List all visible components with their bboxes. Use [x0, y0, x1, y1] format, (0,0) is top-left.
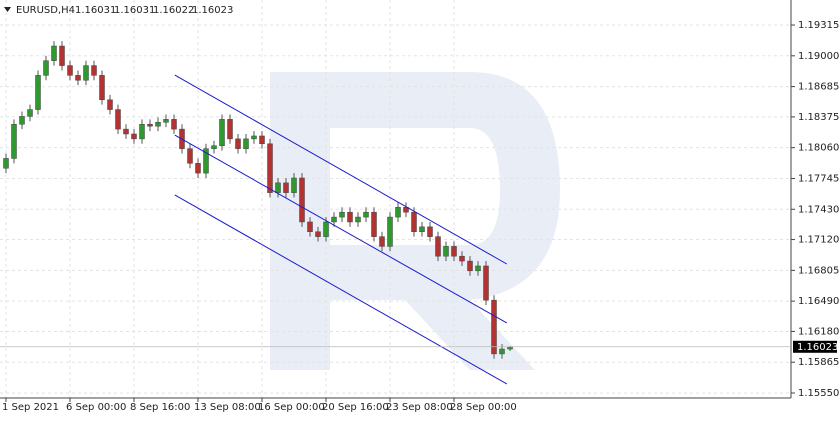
candle-body — [403, 207, 409, 213]
candle-body — [331, 216, 337, 223]
y-tick-label: 1.17745 — [798, 173, 839, 184]
menu-arrow[interactable] — [4, 7, 11, 12]
candle-body — [435, 236, 441, 257]
candle-body — [235, 138, 241, 149]
candle-body — [363, 211, 369, 218]
symbol: EURUSD,H4 — [16, 5, 75, 16]
candle-body — [443, 246, 449, 257]
x-tick-label: 28 Sep 00:00 — [450, 402, 517, 413]
candle-body — [491, 299, 497, 355]
candle-body — [307, 221, 313, 232]
candle-body — [259, 135, 265, 145]
close-value: 1.16023 — [192, 5, 233, 16]
y-tick-label: 1.19315 — [798, 20, 839, 31]
candle-body — [115, 109, 121, 130]
candle-body — [251, 135, 257, 140]
candle-body — [283, 182, 289, 193]
candle-body — [243, 138, 249, 149]
candle-body — [99, 75, 105, 101]
candle-body — [203, 148, 209, 174]
candle-body — [419, 226, 425, 232]
x-tick-label: 13 Sep 08:00 — [194, 402, 261, 413]
candle-body — [451, 246, 457, 257]
candle-body — [347, 211, 353, 223]
candle-body — [43, 60, 49, 76]
y-tick-label: 1.17430 — [798, 204, 839, 215]
candle-body — [107, 99, 113, 110]
candle-body — [299, 177, 305, 223]
y-tick-label: 1.18060 — [798, 143, 839, 154]
candle-body — [3, 158, 9, 169]
x-tick-label: 20 Sep 16:00 — [322, 402, 389, 413]
candle-body — [187, 148, 193, 164]
high-value: 1.16031 — [114, 5, 155, 16]
last-price-label: 1.16023 — [797, 342, 838, 353]
last-price-box — [793, 340, 837, 353]
candle-body — [75, 75, 81, 81]
candle-body — [467, 260, 473, 272]
y-tick-label: 1.15550 — [798, 388, 839, 399]
candle-body — [475, 265, 481, 272]
candle-body — [411, 211, 417, 232]
candle-body — [67, 65, 73, 76]
candle-body — [387, 216, 393, 247]
candle-body — [211, 145, 217, 149]
candle-body — [195, 163, 201, 174]
candle-body — [395, 207, 401, 218]
candle-body — [91, 65, 97, 76]
y-tick-label: 1.16180 — [798, 326, 839, 337]
candle-body — [155, 122, 161, 127]
x-tick-label: 23 Sep 08:00 — [386, 402, 453, 413]
candle-body — [19, 116, 25, 125]
candle-body — [27, 109, 33, 117]
x-tick-label: 1 Sep 2021 — [2, 402, 59, 413]
y-tick-label: 1.18375 — [798, 112, 839, 123]
candle-body — [163, 119, 169, 123]
candle-body — [11, 123, 17, 159]
candle-body — [123, 128, 129, 135]
x-tick-label: 16 Sep 00:00 — [258, 402, 325, 413]
candle-body — [267, 143, 273, 193]
x-tick-label: 8 Sep 16:00 — [130, 402, 190, 413]
candle-body — [355, 216, 361, 223]
candle-body — [371, 211, 377, 237]
y-tick-label: 1.19000 — [798, 51, 839, 62]
y-tick-label: 1.16490 — [798, 296, 839, 307]
candle-body — [139, 123, 145, 140]
candle-body — [227, 119, 233, 140]
candle-body — [459, 255, 465, 262]
channel-line — [174, 194, 508, 385]
candle-body — [427, 226, 433, 237]
open-value: 1.16031 — [75, 5, 116, 16]
channel-line — [174, 134, 508, 324]
candle-body — [147, 123, 153, 127]
y-tick-label: 1.15865 — [798, 357, 839, 368]
candle-body — [83, 65, 89, 81]
candle-body — [59, 45, 65, 66]
candle-body — [275, 182, 281, 193]
candle-body — [315, 231, 321, 237]
candle-body — [219, 119, 225, 146]
y-tick-label: 1.16805 — [798, 265, 839, 276]
candle-body — [35, 75, 41, 110]
candle-body — [499, 348, 505, 355]
low-value: 1.16022 — [153, 5, 194, 16]
candle-body — [483, 265, 489, 301]
candle-body — [291, 177, 297, 193]
candle-body — [339, 211, 345, 218]
candle-body — [171, 119, 177, 130]
y-tick-label: 1.18685 — [798, 82, 839, 93]
candle-body — [323, 221, 329, 237]
candle-body — [379, 236, 385, 247]
channel-line — [174, 74, 508, 265]
y-tick-label: 1.17120 — [798, 235, 839, 246]
x-tick-label: 6 Sep 00:00 — [66, 402, 126, 413]
candle-body — [131, 133, 137, 140]
candle-body — [51, 45, 57, 61]
